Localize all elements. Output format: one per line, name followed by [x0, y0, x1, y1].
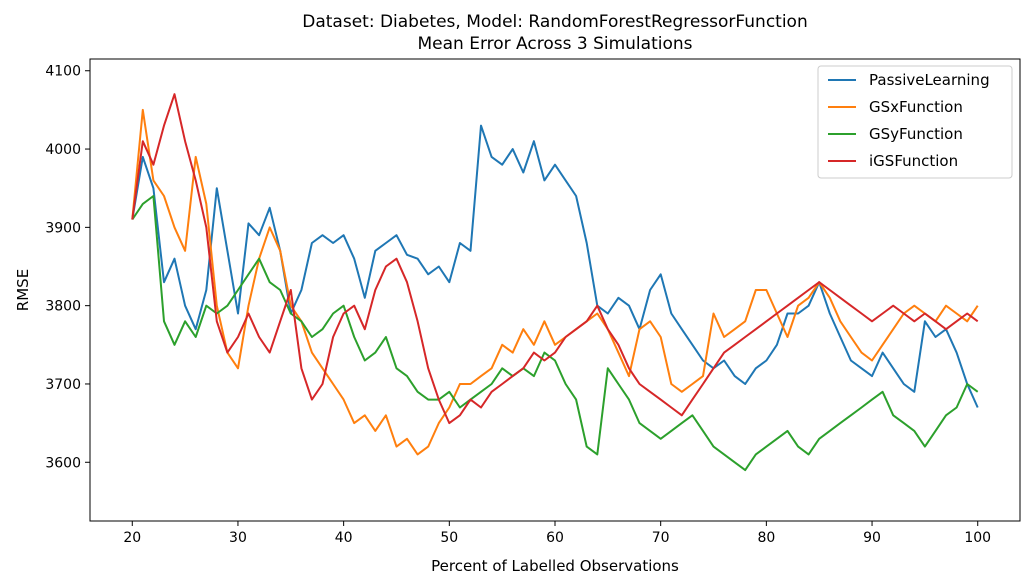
x-axis-label: Percent of Labelled Observations [431, 557, 679, 575]
x-tick-label: 90 [863, 530, 881, 546]
y-axis-label: RMSE [14, 269, 32, 311]
legend-box [817, 65, 1013, 179]
y-axis-ticks: 3600 3700 3800 3900 4000 4100 [45, 64, 90, 471]
x-tick-label: 20 [123, 530, 141, 546]
series-lines [131, 93, 979, 472]
x-tick-label: 100 [964, 530, 991, 546]
legend: PassiveLearning GSxFunction GSyFunction iGS… [817, 65, 1013, 179]
x-tick-label: 60 [546, 530, 564, 546]
series-line-gsy-function [131, 195, 979, 472]
x-tick-label: 30 [229, 530, 247, 546]
y-tick-label: 3700 [45, 377, 81, 393]
legend-label-i-gsfunction: iGSFunction [869, 152, 958, 170]
legend-label-passive-learning: PassiveLearning [869, 71, 990, 89]
chart-title: Dataset: Diabetes, Model: RandomForestRe… [302, 12, 807, 32]
chart-subtitle: Mean Error Across 3 Simulations [417, 34, 692, 54]
y-tick-label: 4100 [45, 64, 81, 80]
y-tick-label: 3600 [45, 455, 81, 471]
legend-label-gsx-function: GSxFunction [869, 98, 963, 116]
series-line-passive-learning [131, 124, 979, 408]
x-tick-label: 80 [757, 530, 775, 546]
x-tick-label: 70 [652, 530, 670, 546]
legend-label-gsy-function: GSyFunction [869, 125, 963, 143]
y-tick-label: 3800 [45, 299, 81, 315]
series-line-gsx-function [131, 108, 979, 456]
y-tick-label: 3900 [45, 220, 81, 236]
x-tick-label: 50 [440, 530, 458, 546]
x-tick-label: 40 [335, 530, 353, 546]
series-line-i-gsfunction [131, 93, 979, 425]
x-axis-ticks: 20 30 40 50 60 70 80 90 100 [123, 521, 991, 546]
y-tick-label: 4000 [45, 142, 81, 158]
